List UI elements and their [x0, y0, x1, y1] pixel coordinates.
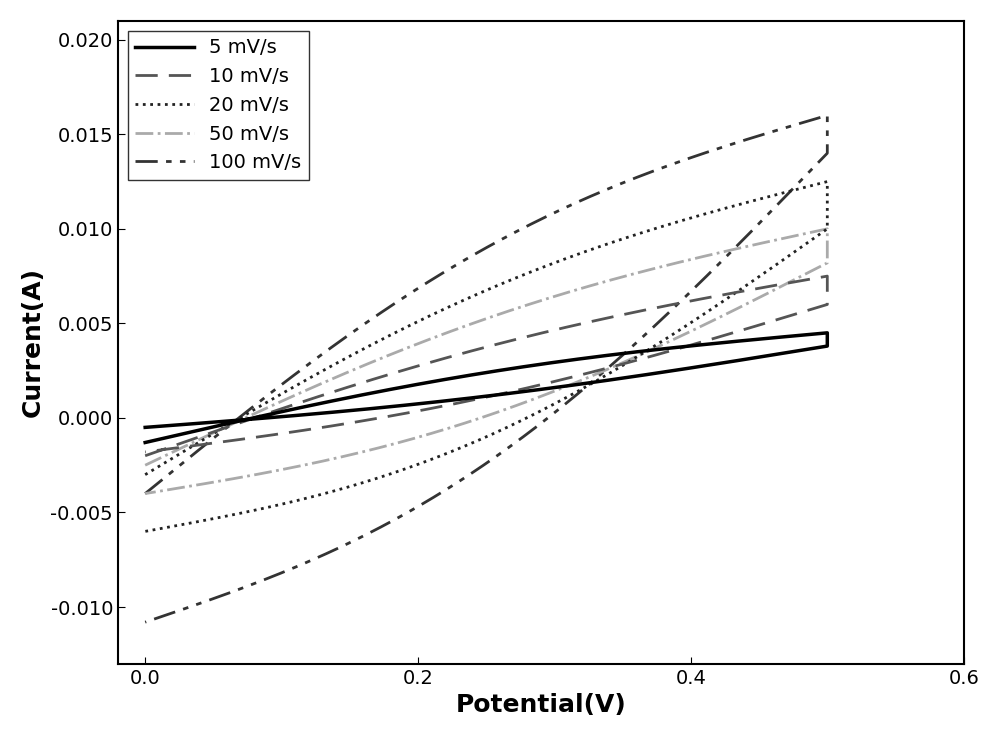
Line: 10 mV/s: 10 mV/s — [145, 276, 827, 456]
100 mV/s — [320, 347, 332, 356]
100 mV/s — [758, 215, 770, 224]
20 mV/s — [369, 339, 381, 348]
20 mV/s — [320, 365, 332, 373]
10 mV/s — [731, 288, 743, 297]
50 mV/s — [758, 291, 770, 300]
Line: 100 mV/s: 100 mV/s — [145, 115, 827, 622]
50 mV/s — [731, 244, 743, 253]
50 mV/s — [599, 277, 611, 286]
Y-axis label: Current(A): Current(A) — [21, 267, 45, 417]
10 mV/s — [320, 390, 332, 399]
100 mV/s — [139, 489, 151, 498]
10 mV/s — [139, 447, 151, 456]
5 mV/s — [786, 348, 798, 356]
5 mV/s — [758, 352, 770, 361]
20 mV/s — [786, 249, 798, 258]
100 mV/s — [599, 186, 611, 195]
20 mV/s — [758, 269, 770, 278]
100 mV/s — [731, 138, 743, 147]
5 mV/s — [821, 328, 833, 337]
50 mV/s — [320, 377, 332, 386]
10 mV/s — [139, 452, 151, 461]
50 mV/s — [139, 461, 151, 469]
20 mV/s — [599, 241, 611, 249]
20 mV/s — [139, 470, 151, 479]
20 mV/s — [731, 201, 743, 210]
X-axis label: Potential(V): Potential(V) — [455, 693, 626, 717]
Legend: 5 mV/s, 10 mV/s, 20 mV/s, 50 mV/s, 100 mV/s: 5 mV/s, 10 mV/s, 20 mV/s, 50 mV/s, 100 m… — [128, 30, 309, 180]
Line: 5 mV/s: 5 mV/s — [145, 333, 827, 443]
10 mV/s — [786, 311, 798, 320]
10 mV/s — [599, 314, 611, 323]
100 mV/s — [369, 312, 381, 321]
20 mV/s — [139, 527, 151, 536]
5 mV/s — [731, 337, 743, 345]
5 mV/s — [139, 423, 151, 432]
100 mV/s — [786, 185, 798, 194]
Line: 20 mV/s: 20 mV/s — [145, 182, 827, 531]
50 mV/s — [369, 356, 381, 365]
5 mV/s — [599, 351, 611, 360]
20 mV/s — [821, 177, 833, 186]
10 mV/s — [369, 374, 381, 383]
10 mV/s — [821, 272, 833, 280]
5 mV/s — [139, 438, 151, 447]
5 mV/s — [369, 388, 381, 397]
5 mV/s — [320, 398, 332, 407]
100 mV/s — [139, 618, 151, 627]
50 mV/s — [821, 224, 833, 233]
Line: 50 mV/s: 50 mV/s — [145, 229, 827, 494]
100 mV/s — [821, 111, 833, 120]
50 mV/s — [786, 277, 798, 286]
10 mV/s — [758, 320, 770, 328]
50 mV/s — [139, 489, 151, 498]
